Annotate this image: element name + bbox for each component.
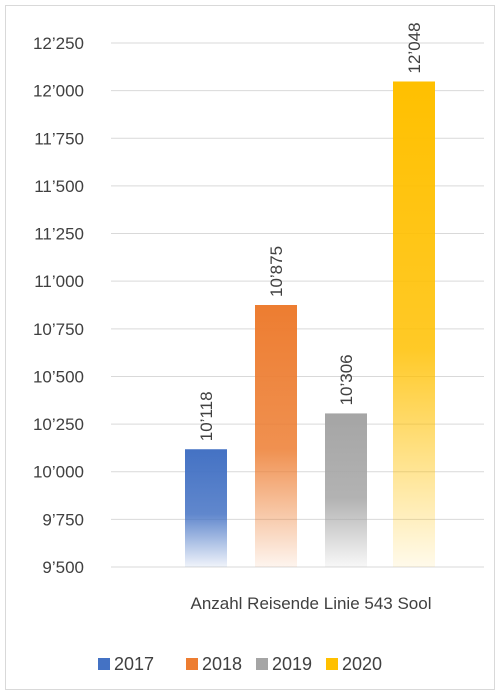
legend-swatch-2020: [326, 658, 338, 670]
category-label: Anzahl Reisende Linie 543 Sool: [190, 594, 431, 613]
data-label-2019: 10’306: [337, 354, 356, 405]
y-tick-label: 10’000: [33, 463, 84, 482]
legend-swatch-2017: [98, 658, 110, 670]
legend-label-2019: 2019: [272, 654, 312, 674]
chart-frame: 9’500 9’750 10’000 10’250 10’500 10’750 11’000…: [5, 5, 495, 690]
y-tick-label: 10’750: [33, 320, 84, 339]
legend: 2017 2018 2019 2020: [98, 654, 382, 674]
legend-swatch-2019: [256, 658, 268, 670]
data-label-2020: 12’048: [405, 22, 424, 73]
data-label-2017: 10’118: [197, 391, 216, 441]
legend-label-2018: 2018: [202, 654, 242, 674]
y-tick-label: 10’250: [33, 415, 84, 434]
data-label-2018: 10’875: [267, 246, 286, 297]
legend-swatch-2018: [186, 658, 198, 670]
y-tick-label: 11’500: [34, 177, 84, 196]
data-labels: 10’118 10’875 10’306 12’048: [197, 22, 424, 441]
bar-2020: [393, 81, 435, 568]
y-tick-label: 12’250: [33, 34, 84, 53]
y-tick-label: 9’750: [42, 510, 84, 529]
y-tick-label: 11’750: [34, 129, 84, 148]
y-tick-label: 10’500: [33, 367, 84, 386]
y-tick-label: 11’250: [34, 225, 84, 244]
bars: [185, 81, 435, 568]
legend-label-2017: 2017: [114, 654, 154, 674]
y-tick-label: 12’000: [33, 82, 84, 101]
bar-2019: [325, 413, 367, 567]
bar-chart: 9’500 9’750 10’000 10’250 10’500 10’750 11’000…: [33, 22, 484, 674]
legend-label-2020: 2020: [342, 654, 382, 674]
category-labels: Anzahl Reisende Linie 543 Sool: [190, 594, 431, 613]
bar-2018: [255, 305, 297, 567]
bar-2017: [185, 449, 227, 567]
y-tick-label: 9’500: [42, 558, 84, 577]
y-tick-label: 11’000: [34, 272, 84, 291]
y-axis-tick-labels: 9’500 9’750 10’000 10’250 10’500 10’750 11’000…: [33, 34, 84, 577]
